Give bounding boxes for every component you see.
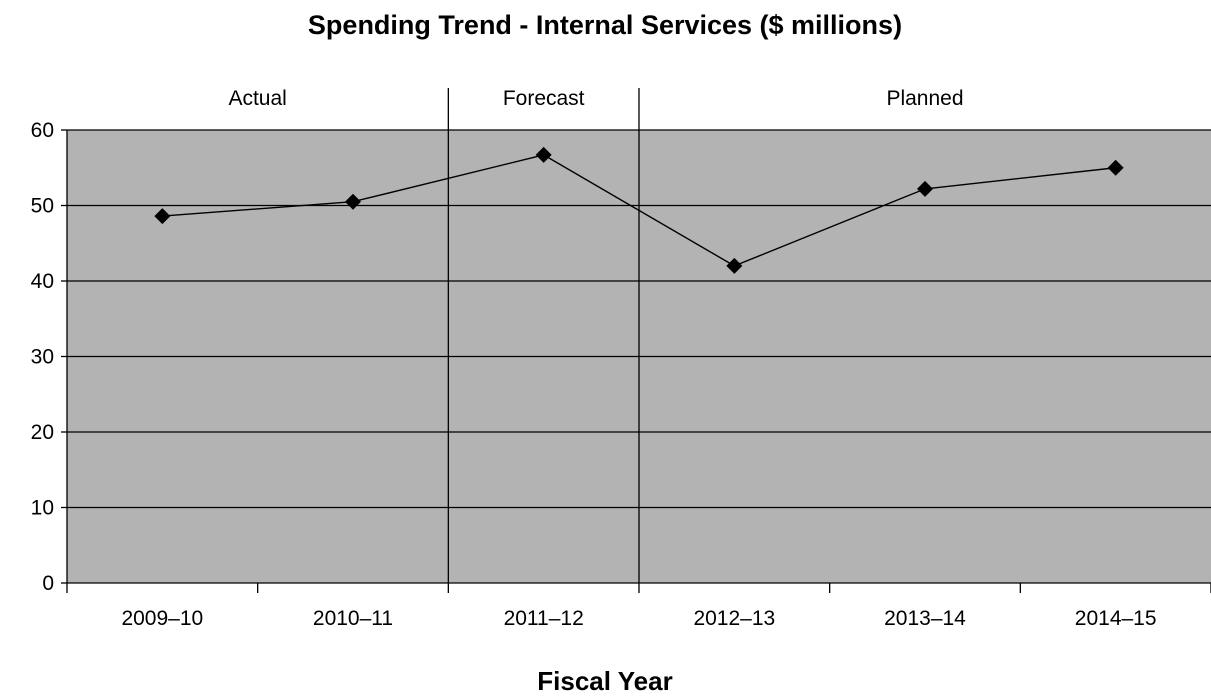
period-dividers	[447, 88, 640, 583]
data-point	[345, 193, 361, 210]
x-tick-label: 2010–11	[313, 607, 393, 630]
series-line	[162, 154, 1116, 267]
chart-title: Spending Trend - Internal Services ($ mi…	[308, 10, 902, 40]
data-point	[1107, 159, 1124, 176]
y-tick-label: 10	[31, 497, 54, 520]
y-tick-label: 0	[42, 572, 54, 595]
x-tick-label: 2014–15	[1075, 607, 1157, 630]
x-axis: 2009–10 2010–11 2011–12 2012–13 2013–14 2014–…	[66, 582, 1211, 630]
x-tick-label: 2009–10	[121, 607, 203, 630]
x-tick-label: 2011–12	[504, 607, 584, 630]
data-point	[154, 208, 171, 225]
period-label: Planned	[886, 87, 963, 110]
y-axis: 0 10 20 30 40 50 60	[31, 119, 68, 595]
x-tick-label: 2012–13	[693, 607, 775, 630]
x-tick-label: 2013–14	[884, 607, 966, 630]
y-tick-label: 50	[31, 195, 54, 218]
period-label: Forecast	[503, 87, 585, 110]
data-point	[535, 146, 552, 163]
y-tick-label: 40	[31, 270, 54, 293]
series-layer	[154, 146, 1124, 274]
y-tick-label: 60	[31, 119, 54, 142]
period-label: Actual	[228, 87, 286, 110]
data-point	[726, 257, 743, 274]
data-point	[917, 180, 933, 197]
y-tick-label: 20	[31, 421, 54, 444]
y-tick-label: 30	[31, 346, 54, 369]
period-labels: Actual Forecast Planned	[228, 87, 963, 110]
x-axis-label: Fiscal Year	[537, 666, 672, 696]
